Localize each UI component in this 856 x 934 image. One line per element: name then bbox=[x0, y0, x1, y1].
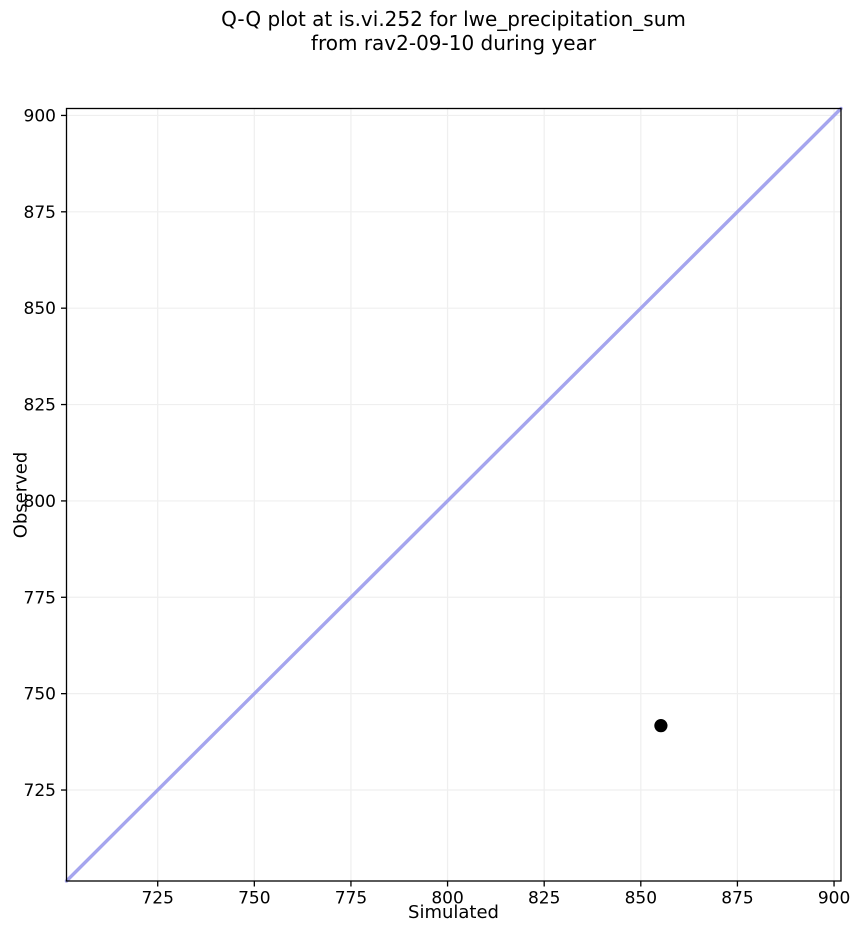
y-tick-label: 725 bbox=[24, 781, 56, 801]
y-tick-label: 800 bbox=[24, 492, 56, 512]
y-tick-label: 900 bbox=[24, 106, 56, 126]
y-tick-label: 850 bbox=[24, 299, 56, 319]
chart-title-line-2: from rav2-09-10 during year bbox=[310, 30, 597, 55]
y-tick-label: 875 bbox=[24, 203, 56, 223]
x-tick-label: 750 bbox=[238, 889, 270, 909]
x-tick-label: 825 bbox=[528, 889, 560, 909]
y-tick-label: 775 bbox=[24, 588, 56, 608]
chart-title-line-1: Q-Q plot at is.vi.252 for lwe_precipitat… bbox=[221, 7, 686, 31]
identity-line bbox=[64, 106, 843, 883]
x-tick-label: 775 bbox=[335, 889, 367, 909]
y-tick-label: 750 bbox=[24, 685, 56, 705]
y-tick-label: 825 bbox=[24, 396, 56, 416]
chart-title: Q-Q plot at is.vi.252 for lwe_precipitat… bbox=[66, 7, 841, 55]
x-tick-label: 875 bbox=[721, 889, 753, 909]
x-axis-label: Simulated bbox=[408, 902, 499, 923]
x-tick-label: 725 bbox=[141, 889, 173, 909]
x-tick-label: 900 bbox=[818, 889, 850, 909]
x-tick-label: 850 bbox=[625, 889, 657, 909]
plot-border bbox=[65, 107, 842, 882]
x-tick-label: 800 bbox=[431, 889, 463, 909]
data-point bbox=[654, 719, 668, 733]
y-axis-label: Observed bbox=[10, 451, 32, 539]
